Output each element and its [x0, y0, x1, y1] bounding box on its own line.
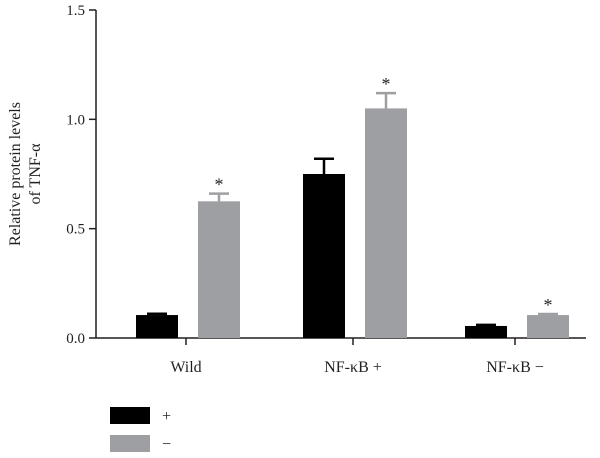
significance-label: * — [382, 74, 391, 94]
y-tick-label: 1.5 — [66, 3, 85, 19]
x-tick-label: Wild — [170, 359, 201, 376]
significance-label: * — [215, 175, 224, 195]
y-axis-title: Relative protein levels of TNF-α — [7, 102, 44, 246]
legend-label: + — [162, 408, 171, 425]
bar — [365, 108, 407, 339]
y-axis-title-line: of TNF-α — [27, 143, 44, 205]
bar — [527, 315, 569, 338]
legend-label: − — [162, 436, 171, 453]
significance-label: * — [544, 295, 553, 315]
bar — [136, 315, 178, 338]
y-tick-label: 0.5 — [66, 222, 85, 238]
legend-swatch — [110, 407, 150, 424]
x-tick-label: NF-κB − — [486, 359, 544, 376]
bars — [136, 91, 569, 339]
bar — [303, 174, 345, 338]
bar — [465, 325, 507, 338]
legend: +− — [110, 407, 171, 453]
bar — [198, 201, 240, 338]
tick-labels: 0.0 0.5 1.0 1.5 Relative protein levels of TN… — [7, 3, 553, 376]
legend-swatch — [110, 435, 150, 452]
y-tick-label: 1.0 — [66, 112, 85, 128]
y-axis-title-line: Relative protein levels — [7, 102, 24, 246]
x-tick-label: NF-κB + — [324, 359, 382, 376]
y-tick-label: 0.0 — [66, 331, 85, 347]
